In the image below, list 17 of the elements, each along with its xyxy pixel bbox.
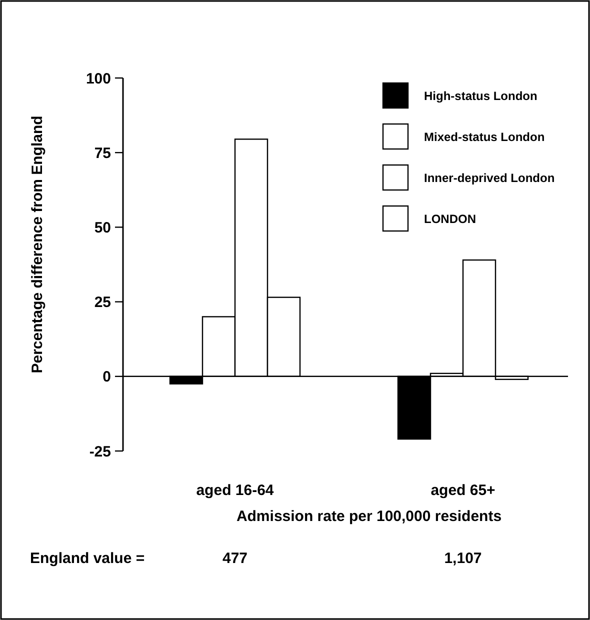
legend-label: LONDON	[424, 212, 476, 226]
x-tick-label: aged 65+	[430, 482, 496, 499]
text: 1,107	[444, 550, 482, 567]
legend-label: Inner-deprived London	[424, 171, 555, 186]
text: England value =	[30, 550, 145, 567]
x-axis-title: Admission rate per 100,000 residents	[236, 508, 502, 525]
y-tick-label: -25	[89, 443, 111, 460]
y-axis-title: Percentage difference from England	[29, 116, 46, 374]
y-tick-label: 50	[94, 219, 111, 236]
legend-label: High-status London	[424, 89, 538, 104]
y-tick-label: 25	[94, 294, 111, 312]
text: 477	[222, 550, 248, 567]
y-tick-label: 0	[102, 368, 111, 386]
legend-label: Mixed-status London	[424, 130, 545, 144]
x-tick-label: aged 16-64	[196, 482, 274, 499]
y-tick-label: 75	[94, 144, 111, 162]
y-tick-label: 100	[86, 70, 111, 88]
